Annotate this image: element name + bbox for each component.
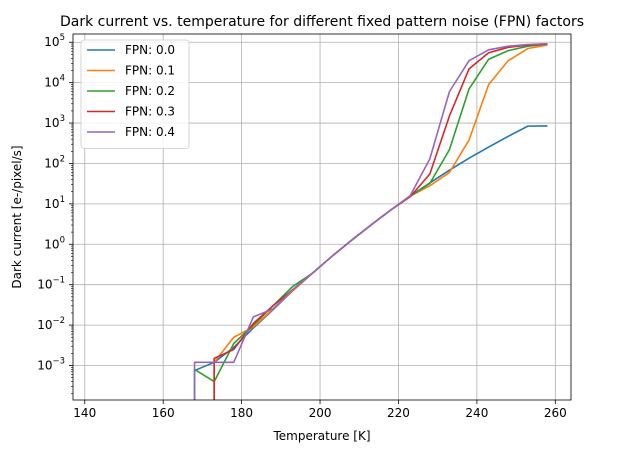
legend-entry: FPN: 0.4 [125, 125, 175, 139]
y-tick-label: 10−1 [37, 276, 65, 292]
chart-title: Dark current vs. temperature for differe… [60, 14, 584, 30]
x-axis-label: Temperature [K] [272, 429, 370, 443]
legend-entry: FPN: 0.3 [125, 105, 175, 119]
grid [73, 34, 571, 400]
x-tick-label: 220 [387, 406, 410, 420]
y-tick-label: 100 [44, 235, 65, 251]
x-tick-label: 240 [465, 406, 488, 420]
x-tick-label: 160 [152, 406, 175, 420]
series-lines [193, 42, 548, 400]
y-tick-label: 10−2 [37, 316, 65, 332]
legend-entry: FPN: 0.2 [125, 84, 175, 98]
y-tick-label: 10−3 [37, 356, 65, 372]
x-tick-label: 140 [73, 406, 96, 420]
y-tick-label: 102 [44, 154, 65, 170]
series-line-4 [193, 42, 548, 400]
axis-ticks: 140 160 180 200 220 240 260 10−3 10−2 10−1 100 101 1… [37, 33, 567, 420]
y-tick-label: 103 [44, 114, 65, 130]
x-tick-label: 260 [544, 406, 567, 420]
y-tick-label: 105 [44, 33, 65, 49]
x-tick-label: 200 [309, 406, 332, 420]
legend-entry: FPN: 0.0 [125, 43, 175, 57]
y-tick-label: 101 [44, 195, 65, 211]
y-axis-label: Dark current [e-/pixel/s] [10, 145, 24, 288]
x-tick-label: 180 [230, 406, 253, 420]
legend: FPN: 0.0 FPN: 0.1 FPN: 0.2 FPN: 0.3 FPN: 0.4 [80, 39, 190, 149]
legend-box [80, 39, 190, 149]
legend-entry: FPN: 0.1 [125, 64, 175, 78]
plot-frame [72, 33, 572, 401]
y-tick-label: 104 [44, 74, 65, 90]
